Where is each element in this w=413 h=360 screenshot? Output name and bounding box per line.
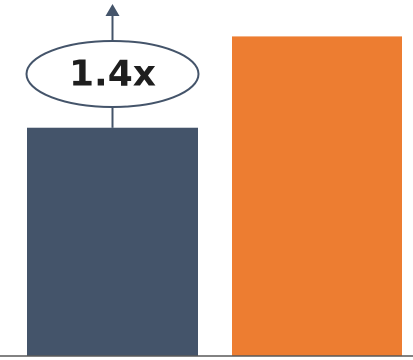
annotation-ellipse (25, 40, 200, 108)
bar-1 (27, 127, 198, 356)
ratio-annotation: 1.4x (25, 4, 200, 128)
bar-2 (232, 36, 402, 357)
annotation-arrow-up-icon (105, 4, 120, 16)
bars-group (27, 36, 402, 357)
annotation-label: 1.4x (69, 54, 156, 95)
